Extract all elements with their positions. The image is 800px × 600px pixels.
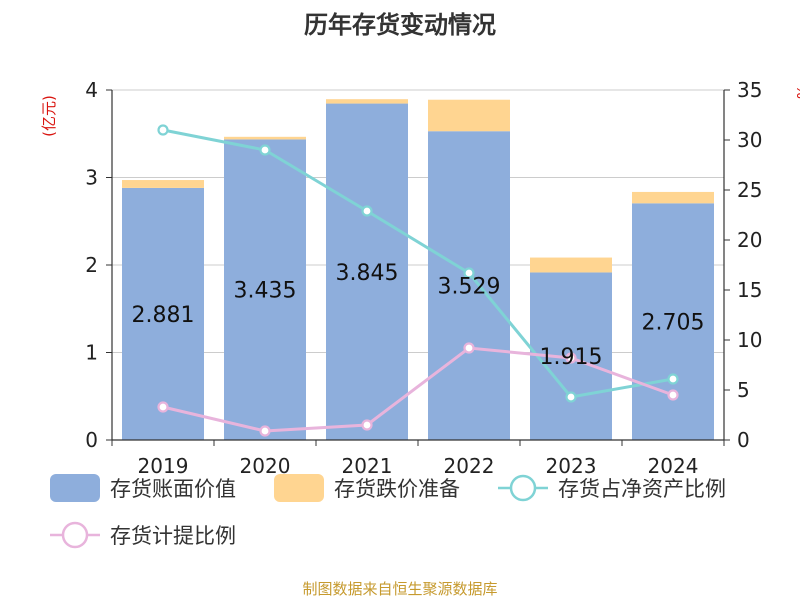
bar-impairment-reserve <box>530 257 612 273</box>
line-point <box>259 144 271 156</box>
chart-title: 历年存货变动情况 <box>304 11 496 39</box>
line-point <box>463 267 475 279</box>
line-point <box>667 389 679 401</box>
left-tick-label: 4 <box>85 78 98 102</box>
right-tick-label: 25 <box>737 178 762 202</box>
bar-value-label: 3.845 <box>336 261 399 286</box>
legend-item[interactable]: 存货账面价值 <box>50 474 236 502</box>
bar-value-label: 2.705 <box>642 311 705 336</box>
legend-item[interactable]: 存货占净资产比例 <box>498 474 726 502</box>
legend-item[interactable]: 存货跌价准备 <box>274 474 460 502</box>
left-tick-label: 1 <box>85 341 98 365</box>
legend-swatch <box>274 474 324 502</box>
bar-book-value <box>428 131 510 440</box>
data-labels: 2.881 3.435 3.845 3.529 1.915 2.705 <box>132 261 705 370</box>
legend-label: 存货跌价准备 <box>334 477 460 501</box>
bar-value-label: 2.881 <box>132 303 195 328</box>
legend-marker <box>509 474 537 502</box>
line-point <box>463 342 475 354</box>
bar-value-label: 1.915 <box>540 345 603 370</box>
source-note: 制图数据来自恒生聚源数据库 <box>302 580 497 598</box>
bar-book-value <box>224 139 306 440</box>
right-tick-label: 10 <box>737 328 762 352</box>
x-tick-label: 2021 <box>342 454 393 478</box>
x-tick-label: 2023 <box>546 454 597 478</box>
x-tick-label: 2024 <box>648 454 699 478</box>
line-point <box>565 352 577 364</box>
legend-marker <box>61 521 89 549</box>
line-point <box>259 425 271 437</box>
line-point <box>361 419 373 431</box>
left-axis-unit: (亿元) <box>40 95 58 137</box>
bar-impairment-reserve <box>326 99 408 104</box>
legend-swatch <box>50 474 100 502</box>
bar-impairment-reserve <box>224 136 306 140</box>
line-point <box>361 205 373 217</box>
bar-group <box>122 99 714 440</box>
line-point <box>667 373 679 385</box>
legend-item[interactable]: 存货计提比例 <box>50 521 236 549</box>
bar-value-label: 3.435 <box>234 279 297 304</box>
x-tick-label: 2022 <box>444 454 495 478</box>
right-tick-label: 0 <box>737 428 750 452</box>
legend-label: 存货占净资产比例 <box>558 477 726 501</box>
left-tick-label: 3 <box>85 166 98 190</box>
line-inventory-to-net-assets <box>162 128 674 399</box>
gridlines <box>112 89 724 353</box>
bar-impairment-reserve <box>428 99 510 132</box>
left-tick-label: 0 <box>85 428 98 452</box>
legend-label: 存货账面价值 <box>110 477 236 501</box>
bar-book-value <box>326 103 408 440</box>
left-tick-label: 2 <box>85 253 98 277</box>
line-point <box>157 124 169 136</box>
line-point <box>565 391 577 403</box>
line-provision-ratio <box>162 346 674 433</box>
bar-book-value <box>122 187 204 440</box>
right-tick-label: 30 <box>737 128 762 152</box>
right-axis-unit: % <box>793 85 800 99</box>
right-tick-label: 5 <box>737 378 750 402</box>
right-tick-label: 20 <box>737 228 762 252</box>
right-tick-label: 15 <box>737 278 762 302</box>
bar-value-label: 3.529 <box>438 275 501 300</box>
line-group <box>157 124 679 437</box>
bar-impairment-reserve <box>122 180 204 188</box>
bar-impairment-reserve <box>632 191 714 204</box>
x-tick-label: 2019 <box>138 454 189 478</box>
line-point <box>157 401 169 413</box>
right-tick-label: 35 <box>737 78 762 102</box>
legend-label: 存货计提比例 <box>110 524 236 548</box>
